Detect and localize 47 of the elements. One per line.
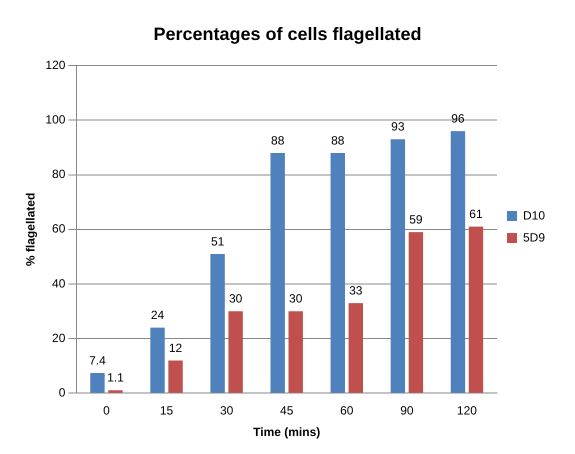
bar: [90, 373, 105, 393]
bar: [468, 226, 484, 393]
chart-title: Percentages of cells flagellated: [153, 24, 422, 44]
y-tick-label: 20: [52, 330, 66, 345]
data-label: 12: [168, 340, 183, 355]
y-tick-label: 0: [58, 386, 66, 400]
data-label: 88: [331, 133, 345, 148]
x-tick-label: 60: [340, 404, 354, 418]
data-label: 33: [349, 283, 363, 298]
bar: [348, 303, 364, 393]
bar: [150, 328, 165, 393]
x-tick-label: 30: [220, 404, 234, 418]
bar: [108, 390, 123, 393]
y-tick-label: 120: [45, 58, 66, 72]
data-label: 88: [271, 133, 285, 148]
legend-label: D10: [522, 208, 546, 222]
bar: [168, 360, 183, 393]
data-label: 59: [409, 212, 423, 226]
y-tick-label: 100: [45, 112, 66, 127]
x-tick-label: 90: [400, 404, 414, 418]
bar: [210, 254, 225, 393]
data-label: 7.4: [89, 353, 106, 368]
x-tick-label: 120: [456, 404, 478, 418]
x-tick-label: 45: [280, 404, 294, 418]
bar: [228, 311, 243, 393]
data-label: 51: [210, 234, 225, 248]
y-axis-title: % flagellated: [24, 192, 38, 266]
data-label: 1.1: [107, 370, 124, 385]
bar: [450, 131, 466, 393]
data-label: 96: [451, 111, 465, 126]
bar: [288, 311, 303, 393]
bar: [408, 232, 424, 393]
data-label: 61: [469, 206, 483, 221]
x-tick-label: 15: [160, 404, 174, 418]
y-tick-label: 60: [52, 222, 66, 236]
x-tick-label: 0: [103, 404, 110, 418]
y-tick-label: 80: [52, 167, 66, 182]
bar: [270, 152, 285, 393]
data-label: 30: [289, 292, 303, 306]
data-label: 30: [228, 292, 243, 306]
x-axis-title: Time (mins): [253, 425, 320, 440]
data-label: 93: [391, 120, 405, 134]
bar: [330, 152, 345, 393]
y-tick-label: 40: [52, 276, 66, 290]
legend-label: 5D9: [522, 230, 546, 244]
data-label: 24: [150, 308, 165, 322]
bar: [390, 139, 406, 393]
